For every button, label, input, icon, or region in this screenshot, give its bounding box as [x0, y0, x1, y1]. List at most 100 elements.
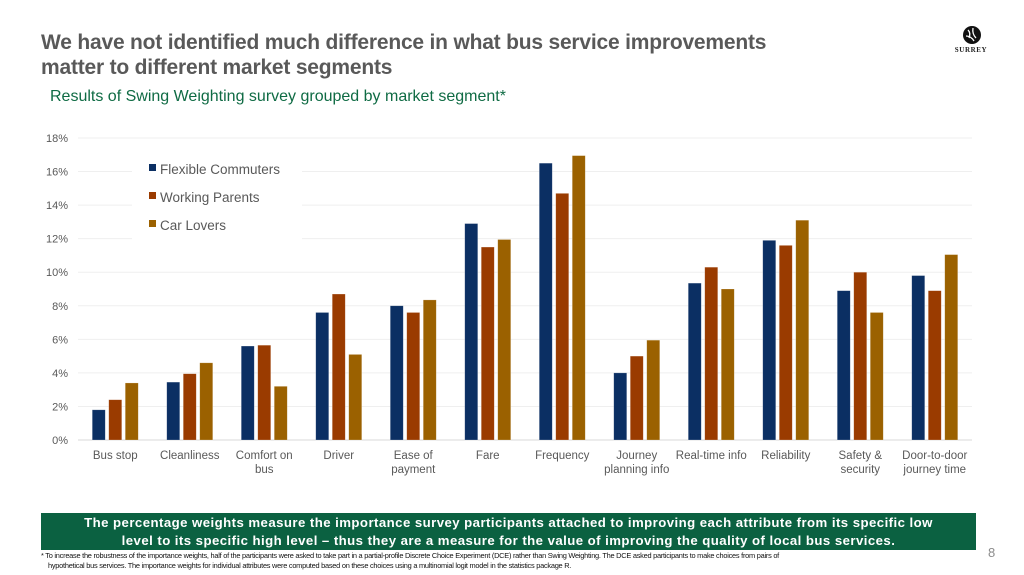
legend-swatch	[149, 192, 156, 199]
y-tick-label: 16%	[46, 167, 68, 179]
bar-working-parents	[778, 245, 793, 441]
bar-working-parents	[406, 312, 421, 441]
x-axis-labels: Bus stop Cleanliness Comfort on bus Driver Ea…	[93, 450, 968, 476]
legend-label: Car Lovers	[160, 218, 226, 233]
x-tick-label: Ease of	[394, 450, 434, 462]
x-tick-label: Bus stop	[93, 450, 138, 462]
page-number: 8	[988, 545, 996, 560]
footnote-line-1: * To increase the robustness of the impo…	[41, 551, 779, 560]
category-group	[687, 266, 735, 441]
x-tick-label: Door-to-door	[902, 450, 967, 462]
slide-title-line-2: matter to different market segments	[41, 56, 393, 79]
category-group	[315, 293, 363, 441]
category-group	[836, 271, 884, 441]
bar-car-lovers	[869, 312, 884, 441]
x-tick-label: Frequency	[535, 450, 590, 462]
bar-flexible-commuters	[687, 282, 702, 441]
bar-flexible-commuters	[762, 240, 777, 441]
x-tick-label: security	[840, 464, 880, 476]
y-tick-label: 0%	[52, 435, 68, 447]
x-tick-label: Reliability	[761, 450, 810, 462]
bar-working-parents	[927, 290, 942, 441]
bar-working-parents	[182, 373, 197, 441]
bar-flexible-commuters	[911, 275, 926, 441]
bar-working-parents	[480, 246, 495, 441]
bar-car-lovers	[199, 362, 214, 441]
x-tick-label: Driver	[323, 450, 354, 462]
key-message-banner: The percentage weights measure the impor…	[41, 513, 976, 550]
y-tick-label: 2%	[52, 401, 68, 413]
legend-swatch	[149, 220, 156, 227]
category-group	[389, 299, 437, 441]
y-tick-label: 14%	[46, 200, 68, 212]
legend-background	[132, 150, 302, 242]
category-group	[613, 339, 661, 441]
bar-working-parents	[853, 271, 868, 441]
slide-title: We have not identified much difference i…	[41, 30, 921, 80]
x-tick-label: Journey	[616, 450, 657, 462]
bar-flexible-commuters	[315, 312, 330, 441]
x-tick-label: journey time	[902, 464, 966, 476]
bar-flexible-commuters	[166, 381, 181, 441]
category-group	[911, 254, 959, 441]
y-tick-label: 18%	[46, 133, 68, 145]
x-tick-label: Fare	[476, 450, 500, 462]
bar-car-lovers	[571, 155, 586, 441]
bar-working-parents	[555, 193, 570, 441]
banner-line-1: The percentage weights measure the impor…	[84, 515, 933, 530]
bar-car-lovers	[646, 339, 661, 441]
y-tick-label: 6%	[52, 334, 68, 346]
surrey-logo-icon	[963, 26, 981, 44]
bar-car-lovers	[348, 354, 363, 441]
surrey-logo-text: SURREY	[954, 46, 988, 54]
category-group	[464, 223, 512, 441]
bar-car-lovers	[422, 299, 437, 441]
footnote-line-2: hypothetical bus services. The importanc…	[48, 561, 572, 570]
x-tick-label: payment	[391, 464, 436, 476]
legend-label: Flexible Commuters	[160, 162, 280, 177]
x-tick-label: planning info	[604, 464, 669, 476]
legend-swatch	[149, 164, 156, 171]
bar-flexible-commuters	[464, 223, 479, 441]
bar-flexible-commuters	[91, 409, 106, 441]
category-group	[91, 382, 139, 441]
x-tick-label: Real-time info	[676, 450, 747, 462]
bar-car-lovers	[273, 386, 288, 441]
bar-car-lovers	[720, 288, 735, 441]
x-tick-label: bus	[255, 464, 274, 476]
y-tick-label: 12%	[46, 234, 68, 246]
bar-working-parents	[257, 344, 272, 441]
legend: Flexible Commuters Working Parents Car Lov…	[132, 150, 302, 242]
bar-car-lovers	[944, 254, 959, 441]
bar-flexible-commuters	[613, 372, 628, 441]
y-tick-label: 4%	[52, 368, 68, 380]
y-tick-label: 10%	[46, 267, 68, 279]
bar-working-parents	[629, 355, 644, 441]
x-tick-label: Safety &	[839, 450, 883, 462]
x-tick-label: Cleanliness	[160, 450, 220, 462]
bar-car-lovers	[124, 382, 139, 441]
category-group	[240, 344, 288, 441]
category-group	[166, 362, 214, 441]
x-tick-label: Comfort on	[236, 450, 293, 462]
bar-flexible-commuters	[538, 162, 553, 441]
category-group	[762, 219, 810, 441]
bar-flexible-commuters	[389, 305, 404, 441]
y-tick-label: 8%	[52, 301, 68, 313]
bar-flexible-commuters	[836, 290, 851, 441]
footnote: * To increase the robustness of the impo…	[41, 551, 986, 571]
bar-working-parents	[331, 293, 346, 441]
bar-working-parents	[704, 266, 719, 441]
category-group	[538, 155, 586, 441]
bar-flexible-commuters	[240, 345, 255, 441]
bar-chart: 0% 2% 4% 6% 8% 10% 12% 14% 16% 18% Bus stop Cleanl…	[46, 133, 972, 476]
slide-title-line-1: We have not identified much difference i…	[41, 31, 767, 54]
y-axis-ticks: 0% 2% 4% 6% 8% 10% 12% 14% 16% 18%	[46, 133, 68, 447]
bars	[91, 155, 959, 441]
chart-subtitle: Results of Swing Weighting survey groupe…	[50, 88, 506, 105]
bar-car-lovers	[795, 219, 810, 441]
bar-working-parents	[108, 399, 123, 441]
banner-line-2: level to its specific high level – thus …	[121, 533, 896, 548]
bar-car-lovers	[497, 239, 512, 441]
legend-label: Working Parents	[160, 190, 260, 205]
